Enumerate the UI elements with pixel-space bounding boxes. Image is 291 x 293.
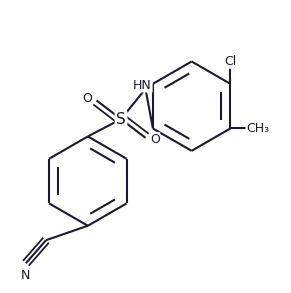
Text: HN: HN — [133, 79, 152, 92]
Text: S: S — [116, 112, 126, 127]
Text: Cl: Cl — [224, 55, 236, 68]
Text: O: O — [82, 93, 92, 105]
Text: N: N — [21, 269, 31, 282]
Text: CH₃: CH₃ — [246, 122, 269, 135]
Text: O: O — [150, 133, 160, 146]
